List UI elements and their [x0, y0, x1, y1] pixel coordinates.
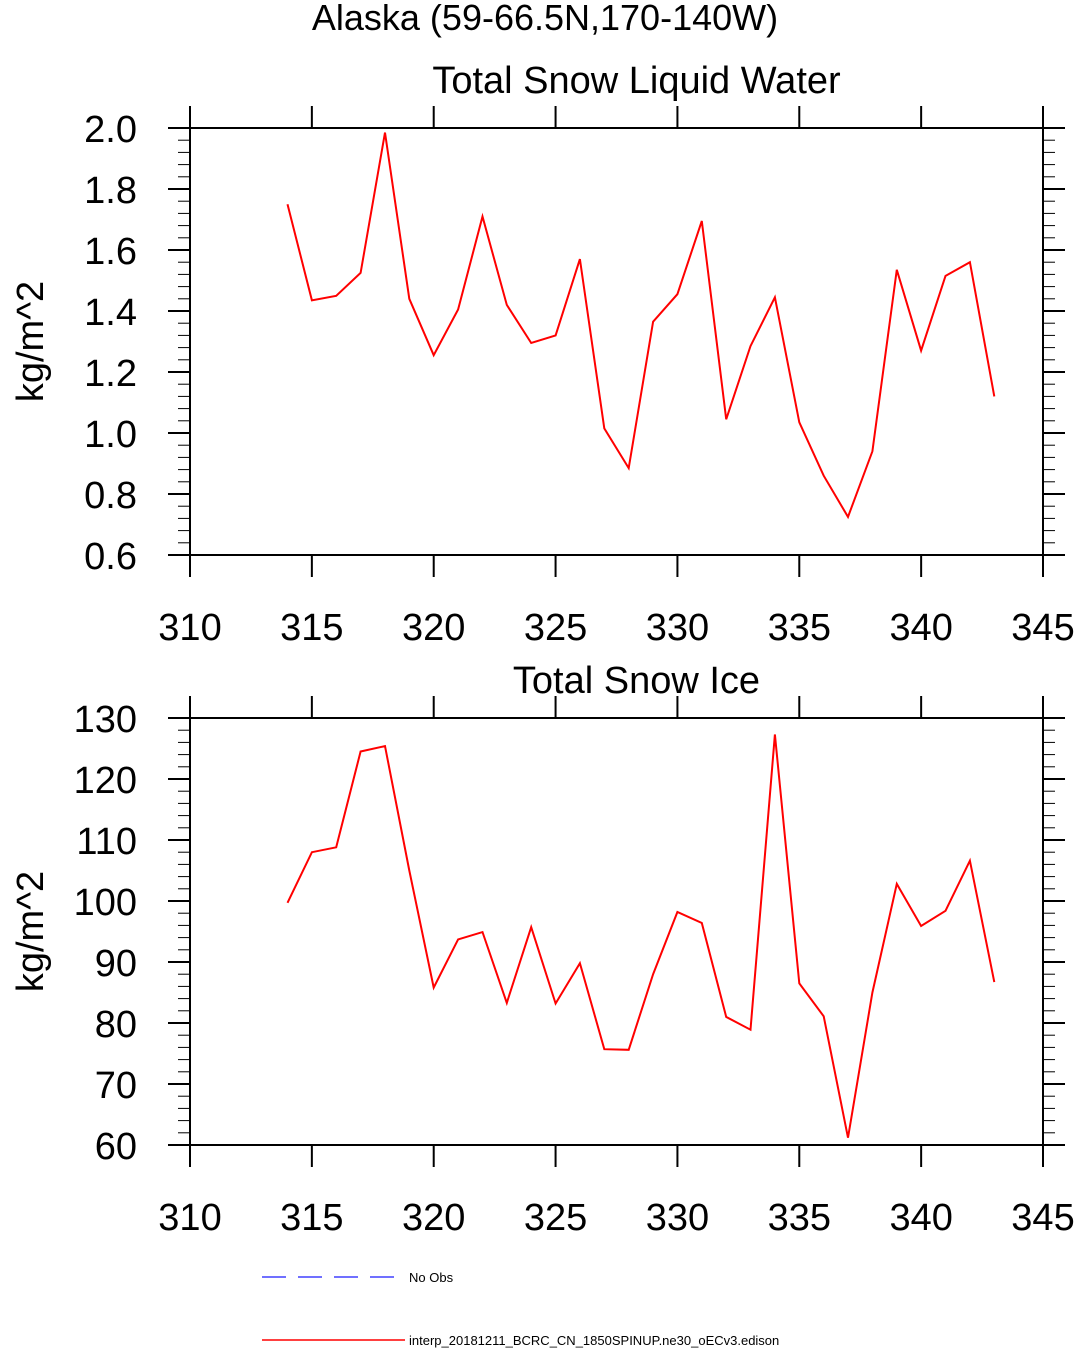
y-axis-label: kg/m^2: [10, 281, 52, 402]
figure-title: Alaska (59-66.5N,170-140W): [312, 0, 778, 38]
y-tick-label: 1.8: [84, 170, 137, 212]
chart-title: Total Snow Ice: [513, 660, 760, 702]
y-tick-label: 100: [74, 882, 137, 924]
y-tick-label: 2.0: [84, 109, 137, 151]
x-tick-label: 345: [1011, 1197, 1074, 1239]
legend: No Obs interp_20181211_BCRC_CN_1850SPINU…: [262, 1270, 779, 1348]
y-tick-label: 60: [95, 1126, 137, 1168]
x-tick-label: 315: [280, 1197, 343, 1239]
y-tick-label: 0.6: [84, 536, 137, 578]
legend-label-model-run: interp_20181211_BCRC_CN_1850SPINUP.ne30_…: [409, 1333, 779, 1348]
y-tick-label: 1.4: [84, 292, 137, 334]
x-tick-label: 325: [524, 607, 587, 649]
chart-title: Total Snow Liquid Water: [432, 60, 841, 102]
x-tick-label: 320: [402, 1197, 465, 1239]
x-tick-label: 330: [646, 1197, 709, 1239]
chart-panel-1: Total Snow Liquid Water 310 315 320 325 330 33…: [10, 60, 1075, 649]
x-tick-label: 340: [889, 607, 952, 649]
y-axis-label: kg/m^2: [10, 871, 52, 992]
chart-panel-2: Total Snow Ice 310 315 320 325 330 335 340 345 60…: [10, 660, 1075, 1239]
x-tick-label: 325: [524, 1197, 587, 1239]
y-tick-label: 0.8: [84, 475, 137, 517]
x-tick-label: 335: [768, 1197, 831, 1239]
x-tick-label: 335: [768, 607, 831, 649]
plot-frame: [189, 717, 1044, 1146]
y-tick-label: 110: [76, 821, 137, 863]
x-tick-label: 320: [402, 607, 465, 649]
x-tick-label: 310: [158, 1197, 221, 1239]
y-tick-label: 90: [95, 943, 137, 985]
y-tick-label: 1.2: [84, 353, 137, 395]
plot-frame: [189, 127, 1044, 556]
y-tick-label: 120: [74, 760, 137, 802]
y-tick-label: 130: [74, 699, 137, 741]
series-line: [286, 734, 996, 1138]
x-tick-label: 315: [280, 607, 343, 649]
y-tick-label: 70: [95, 1065, 137, 1107]
x-tick-label: 345: [1011, 607, 1074, 649]
x-tick-label: 310: [158, 607, 221, 649]
series-line: [286, 132, 996, 520]
x-tick-label: 340: [889, 1197, 952, 1239]
y-tick-label: 80: [95, 1004, 137, 1046]
y-tick-label: 1.0: [84, 414, 137, 456]
y-tick-label: 1.6: [84, 231, 137, 273]
legend-label-no-obs: No Obs: [409, 1270, 454, 1285]
x-tick-label: 330: [646, 607, 709, 649]
